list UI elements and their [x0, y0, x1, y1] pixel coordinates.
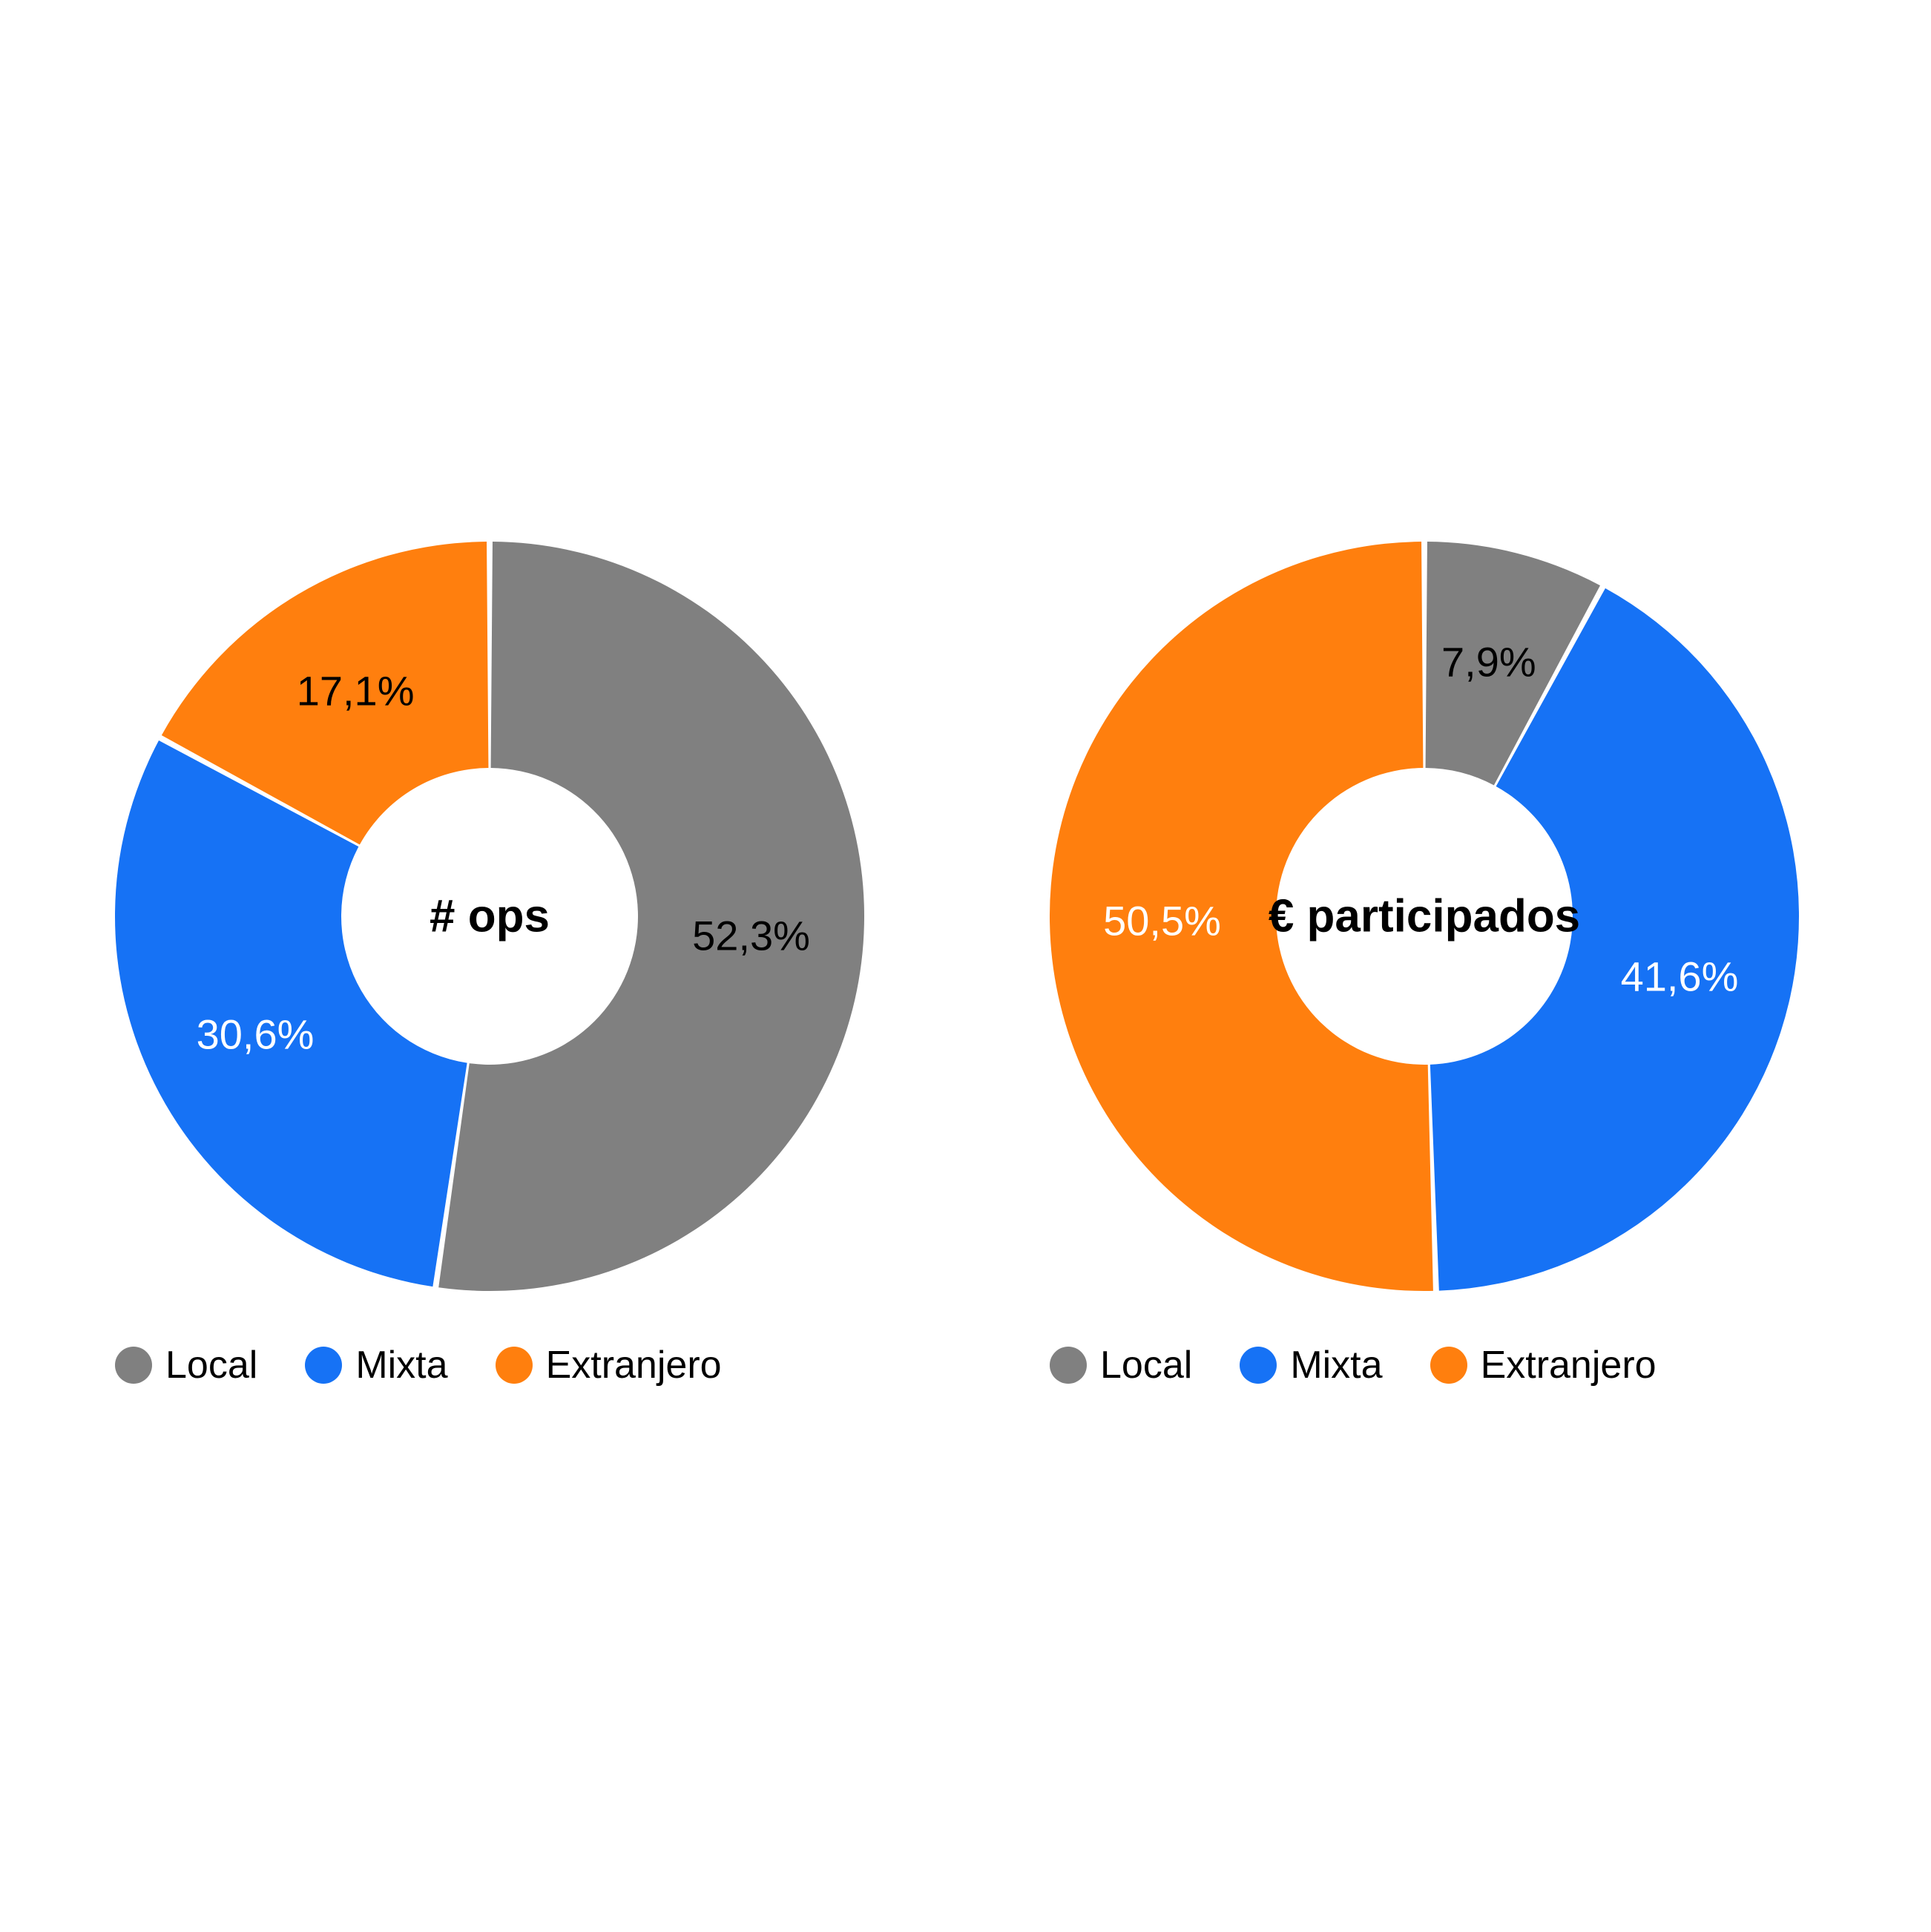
legend-label-local: Local	[1100, 1343, 1192, 1387]
slice-label-participados-local: 7,9%	[1441, 638, 1536, 686]
chart-canvas: # ops 52,3% 30,6% 17,1% Local Mixta Extr…	[0, 0, 1931, 1932]
legend-label-mixta: Mixta	[355, 1343, 447, 1387]
center-label-participados: € participados	[1269, 890, 1580, 943]
legend-swatch-extranjero-icon	[1430, 1347, 1467, 1384]
legend-item-ops-local: Local	[115, 1343, 257, 1387]
legend-swatch-mixta-icon	[305, 1347, 342, 1384]
legend-label-extranjero: Extranjero	[546, 1343, 722, 1387]
donut-wrap-participados: € participados 7,9% 41,6% 50,5%	[1050, 542, 1799, 1291]
donut-chart-ops: # ops 52,3% 30,6% 17,1% Local Mixta Extr…	[115, 542, 864, 1291]
legend-item-ops-mixta: Mixta	[305, 1343, 447, 1387]
legend-swatch-extranjero-icon	[496, 1347, 533, 1384]
legend-swatch-local-icon	[115, 1347, 152, 1384]
legend-label-local: Local	[165, 1343, 257, 1387]
legend-item-ops-extranjero: Extranjero	[496, 1343, 722, 1387]
slice-label-ops-local: 52,3%	[692, 911, 810, 959]
donut-chart-participados: € participados 7,9% 41,6% 50,5% Local Mi…	[1050, 542, 1799, 1291]
slice-label-ops-extranjero: 17,1%	[297, 667, 415, 715]
legend-item-participados-mixta: Mixta	[1240, 1343, 1382, 1387]
legend-item-participados-extranjero: Extranjero	[1430, 1343, 1657, 1387]
legend-swatch-local-icon	[1050, 1347, 1087, 1384]
slice-label-participados-extranjero: 50,5%	[1103, 896, 1221, 944]
legend-swatch-mixta-icon	[1240, 1347, 1277, 1384]
center-label-ops: # ops	[430, 890, 550, 943]
slice-label-participados-mixta: 41,6%	[1621, 953, 1739, 1001]
slice-label-ops-mixta: 30,6%	[197, 1010, 315, 1058]
legend-label-extranjero: Extranjero	[1481, 1343, 1657, 1387]
legend-label-mixta: Mixta	[1290, 1343, 1382, 1387]
legend-ops: Local Mixta Extranjero	[115, 1343, 722, 1387]
donut-wrap-ops: # ops 52,3% 30,6% 17,1%	[115, 542, 864, 1291]
legend-participados: Local Mixta Extranjero	[1050, 1343, 1657, 1387]
legend-item-participados-local: Local	[1050, 1343, 1192, 1387]
